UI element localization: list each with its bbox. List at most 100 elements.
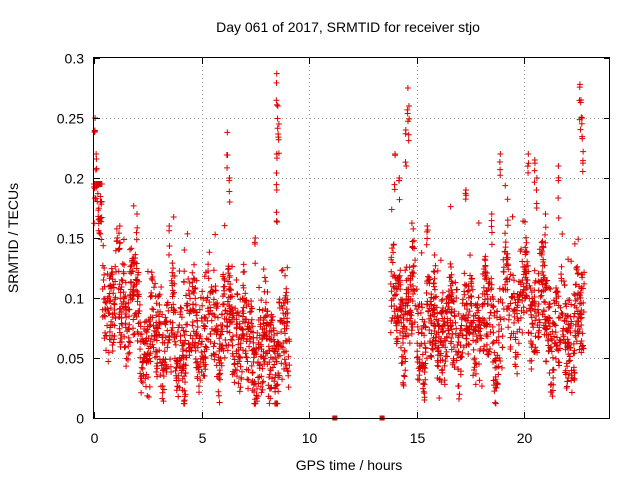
data-point: [415, 310, 422, 317]
data-point: [431, 252, 438, 259]
data-point: [410, 225, 417, 232]
data-point: [183, 347, 190, 354]
data-point: [490, 382, 497, 389]
data-point: [474, 301, 481, 308]
data-point: [578, 349, 585, 356]
data-point: [517, 314, 524, 321]
data-point: [186, 279, 193, 286]
data-point: [149, 341, 156, 348]
data-point: [172, 367, 179, 374]
data-point: [548, 348, 555, 355]
data-point: [274, 125, 281, 132]
data-point: [265, 393, 272, 400]
data-point: [170, 291, 177, 298]
data-point: [210, 296, 217, 303]
data-point: [264, 308, 271, 315]
data-point: [212, 283, 219, 290]
data-point: [266, 327, 273, 334]
data-point: [175, 324, 182, 331]
data-point: [458, 353, 465, 360]
data-point: [449, 280, 456, 287]
data-point: [505, 324, 512, 331]
data-point: [479, 319, 486, 326]
data-point: [539, 281, 546, 288]
data-point: [520, 289, 527, 296]
data-point: [245, 376, 252, 383]
data-point: [535, 309, 542, 316]
data-point: [433, 304, 440, 311]
data-point: [402, 267, 409, 274]
data-point: [237, 344, 244, 351]
data-point: [490, 338, 497, 345]
data-point: [104, 270, 111, 277]
data-point: [248, 316, 255, 323]
data-point: [456, 391, 463, 398]
data-point: [486, 315, 493, 322]
data-point: [448, 335, 455, 342]
data-point: [401, 347, 408, 354]
data-point: [420, 388, 427, 395]
data-point: [422, 365, 429, 372]
data-point: [565, 375, 572, 382]
data-point: [499, 333, 506, 340]
data-point: [275, 121, 282, 127]
data-point: [466, 330, 473, 337]
data-point: [236, 358, 243, 365]
data-point: [550, 381, 557, 388]
data-point: [410, 262, 417, 269]
data-point: [279, 266, 286, 273]
data-point: [213, 362, 220, 369]
data-point: [196, 389, 203, 396]
data-point: [249, 305, 256, 312]
data-point: [402, 130, 409, 137]
data-point: [452, 348, 459, 355]
data-point: [161, 348, 168, 355]
data-point: [91, 181, 98, 187]
data-point: [237, 354, 244, 361]
data-point: [122, 310, 129, 317]
data-point: [277, 318, 284, 325]
data-point: [392, 152, 399, 159]
data-point: [539, 311, 546, 318]
data-point: [145, 393, 152, 400]
data-point: [493, 314, 500, 321]
data-point: [439, 328, 446, 335]
data-point: [420, 380, 427, 387]
data-point: [525, 160, 532, 167]
data-point: [116, 223, 123, 229]
data-point: [155, 292, 162, 299]
data-point: [494, 352, 501, 359]
data-point: [439, 307, 446, 314]
data-point: [103, 347, 110, 354]
data-point: [489, 340, 496, 347]
x-axis-label: GPS time / hours: [296, 457, 403, 473]
data-point: [547, 286, 554, 293]
data-point: [174, 383, 181, 390]
data-point: [484, 295, 491, 302]
data-point: [123, 363, 130, 370]
data-point: [266, 374, 273, 381]
data-point: [283, 285, 290, 292]
data-point: [192, 295, 199, 302]
data-point: [565, 313, 572, 320]
data-point: [479, 290, 486, 297]
data-point: [423, 241, 430, 248]
data-point: [189, 322, 196, 329]
data-point: [492, 399, 499, 406]
data-point: [193, 359, 200, 366]
data-point: [437, 338, 444, 345]
data-point: [417, 309, 424, 316]
data-point: [531, 308, 538, 315]
data-point: [148, 289, 155, 296]
data-point: [274, 381, 281, 388]
data-point: [267, 321, 274, 328]
data-point: [557, 304, 564, 311]
data-point: [240, 335, 247, 342]
data-point: [470, 327, 477, 334]
data-point: [434, 310, 441, 317]
data-point: [237, 384, 244, 391]
data-point: [558, 271, 565, 278]
data-point: [147, 350, 154, 357]
data-point: [465, 341, 472, 348]
